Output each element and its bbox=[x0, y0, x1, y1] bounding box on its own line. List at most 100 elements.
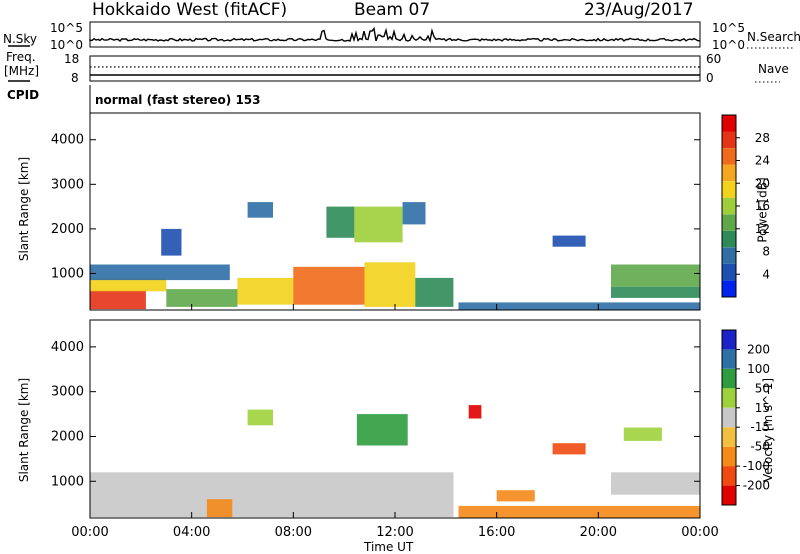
power-ytick-label: 4000 bbox=[51, 133, 84, 148]
power-colorbar-swatch bbox=[722, 115, 736, 132]
power-colorbar-tick-label: 24 bbox=[755, 154, 770, 168]
power-colorbar-tick-label: 16 bbox=[755, 199, 770, 213]
x-tick-label: 20:00 bbox=[580, 525, 617, 540]
power-colorbar-swatch bbox=[722, 230, 736, 248]
power-colorbar-swatch bbox=[722, 181, 736, 198]
power-colorbar-swatch bbox=[722, 280, 736, 297]
date-label: 23/Aug/2017 bbox=[584, 0, 694, 20]
velocity-colorbar-tick-label: -200 bbox=[743, 479, 770, 493]
x-tick-label: 00:00 bbox=[71, 525, 108, 540]
cpid-value: normal (fast stereo) 153 bbox=[95, 93, 261, 107]
velocity-colorbar-tick-label: -15 bbox=[750, 420, 770, 434]
velocity-region-6 bbox=[552, 443, 586, 455]
velocity-region-2 bbox=[356, 414, 408, 446]
velocity-region-8 bbox=[611, 472, 700, 495]
power-region-11 bbox=[402, 202, 426, 225]
power-region-6 bbox=[364, 262, 416, 307]
power-ytick-label: 2000 bbox=[51, 222, 84, 237]
power-region-7 bbox=[415, 277, 454, 307]
freq-axis-top: 18 bbox=[64, 52, 80, 66]
cpid-label: CPID bbox=[7, 88, 40, 102]
x-tick-label: 08:00 bbox=[275, 525, 312, 540]
power-region-15 bbox=[611, 264, 700, 287]
x-axis-label: Time UT bbox=[364, 540, 414, 554]
velocity-colorbar-swatch bbox=[722, 330, 736, 350]
velocity-colorbar-swatch bbox=[722, 349, 736, 369]
power-colorbar-swatch bbox=[722, 164, 736, 182]
velocity-colorbar-tick-label: -50 bbox=[750, 440, 770, 454]
noise-axis-bottom-left: 10^0 bbox=[50, 38, 83, 52]
power-colorbar-swatch bbox=[722, 214, 736, 231]
power-region-0 bbox=[90, 290, 146, 310]
power-region-16 bbox=[611, 286, 700, 298]
velocity-region-0 bbox=[90, 472, 454, 518]
velocity-region-1 bbox=[206, 499, 233, 518]
power-region-2 bbox=[90, 264, 230, 281]
nave-label: Nave bbox=[758, 62, 789, 76]
power-ytick-label: 1000 bbox=[51, 266, 84, 281]
noise-panel-frame bbox=[89, 21, 701, 48]
freq-panel-frame bbox=[89, 55, 701, 82]
freq-label-line2: [MHz] bbox=[4, 64, 40, 78]
power-region-14 bbox=[552, 235, 586, 247]
velocity-colorbar-swatch bbox=[722, 407, 736, 428]
velocity-colorbar-tick-label: -100 bbox=[743, 459, 770, 473]
power-colorbar-tick-label: 4 bbox=[762, 267, 770, 281]
velocity-ytick-label: 3000 bbox=[51, 385, 84, 400]
power-region-10 bbox=[354, 206, 403, 243]
nave-axis-bottom: 0 bbox=[706, 71, 714, 85]
power-colorbar-tick-label: 12 bbox=[755, 222, 770, 236]
power-region-5 bbox=[293, 266, 365, 305]
velocity-colorbar-tick-label: 200 bbox=[747, 342, 770, 356]
x-tick-label: 04:00 bbox=[173, 525, 210, 540]
velocity-colorbar-frame bbox=[721, 329, 737, 506]
velocity-colorbar-swatch bbox=[722, 368, 736, 389]
power-region-8 bbox=[247, 202, 273, 218]
power-colorbar-tick-label: 20 bbox=[755, 176, 770, 190]
velocity-region-3 bbox=[247, 409, 273, 426]
power-colorbar-swatch bbox=[722, 197, 736, 215]
velocity-ytick-label: 4000 bbox=[51, 340, 84, 355]
velocity-region-4 bbox=[458, 505, 700, 518]
power-region-13 bbox=[458, 302, 700, 310]
power-colorbar-swatch bbox=[722, 247, 736, 264]
power-region-3 bbox=[166, 289, 238, 307]
velocity-colorbar-tick-label: 15 bbox=[755, 401, 770, 415]
noise-axis-top-left: 10^5 bbox=[50, 21, 83, 35]
velocity-colorbar-swatch bbox=[722, 427, 736, 447]
power-ytick-label: 3000 bbox=[51, 177, 84, 192]
noise-sky-trace bbox=[89, 26, 701, 44]
freq-label-line1: Freq. bbox=[6, 50, 36, 64]
velocity-colorbar-tick-label: 50 bbox=[755, 381, 770, 395]
noise-axis-top-right: 10^5 bbox=[712, 21, 745, 35]
power-region-1 bbox=[90, 277, 167, 292]
power-colorbar-tick-label: 8 bbox=[762, 245, 770, 259]
velocity-colorbar-swatch bbox=[722, 388, 736, 408]
noise-sky-label: N.Sky bbox=[3, 32, 38, 46]
velocity-region-9 bbox=[623, 427, 662, 441]
velocity-ytick-label: 2000 bbox=[51, 429, 84, 444]
radar-title: Hokkaido West (fitACF) bbox=[92, 0, 288, 20]
x-tick-label: 00:00 bbox=[681, 525, 718, 540]
nave-axis-top: 60 bbox=[706, 52, 722, 66]
velocity-colorbar-swatch bbox=[722, 466, 736, 486]
velocity-region-7 bbox=[468, 405, 482, 419]
velocity-region-5 bbox=[496, 490, 535, 502]
noise-search-label: N.Search bbox=[747, 30, 800, 44]
velocity-colorbar-tick-label: 100 bbox=[747, 362, 770, 376]
x-tick-label: 16:00 bbox=[478, 525, 515, 540]
power-colorbar-swatch bbox=[722, 263, 736, 281]
beam-label: Beam 07 bbox=[354, 0, 431, 20]
power-colorbar-tick-label: 28 bbox=[755, 131, 770, 145]
velocity-colorbar-swatch bbox=[722, 446, 736, 467]
power-colorbar-swatch bbox=[722, 148, 736, 165]
power-region-4 bbox=[237, 277, 294, 305]
noise-axis-bottom-right: 10^0 bbox=[712, 38, 745, 52]
freq-axis-bottom: 8 bbox=[71, 71, 79, 85]
power-colorbar-swatch bbox=[722, 131, 736, 148]
x-tick-label: 12:00 bbox=[376, 525, 413, 540]
power-region-9 bbox=[326, 206, 355, 238]
velocity-colorbar-swatch bbox=[722, 485, 736, 505]
velocity-ytick-label: 1000 bbox=[51, 474, 84, 489]
